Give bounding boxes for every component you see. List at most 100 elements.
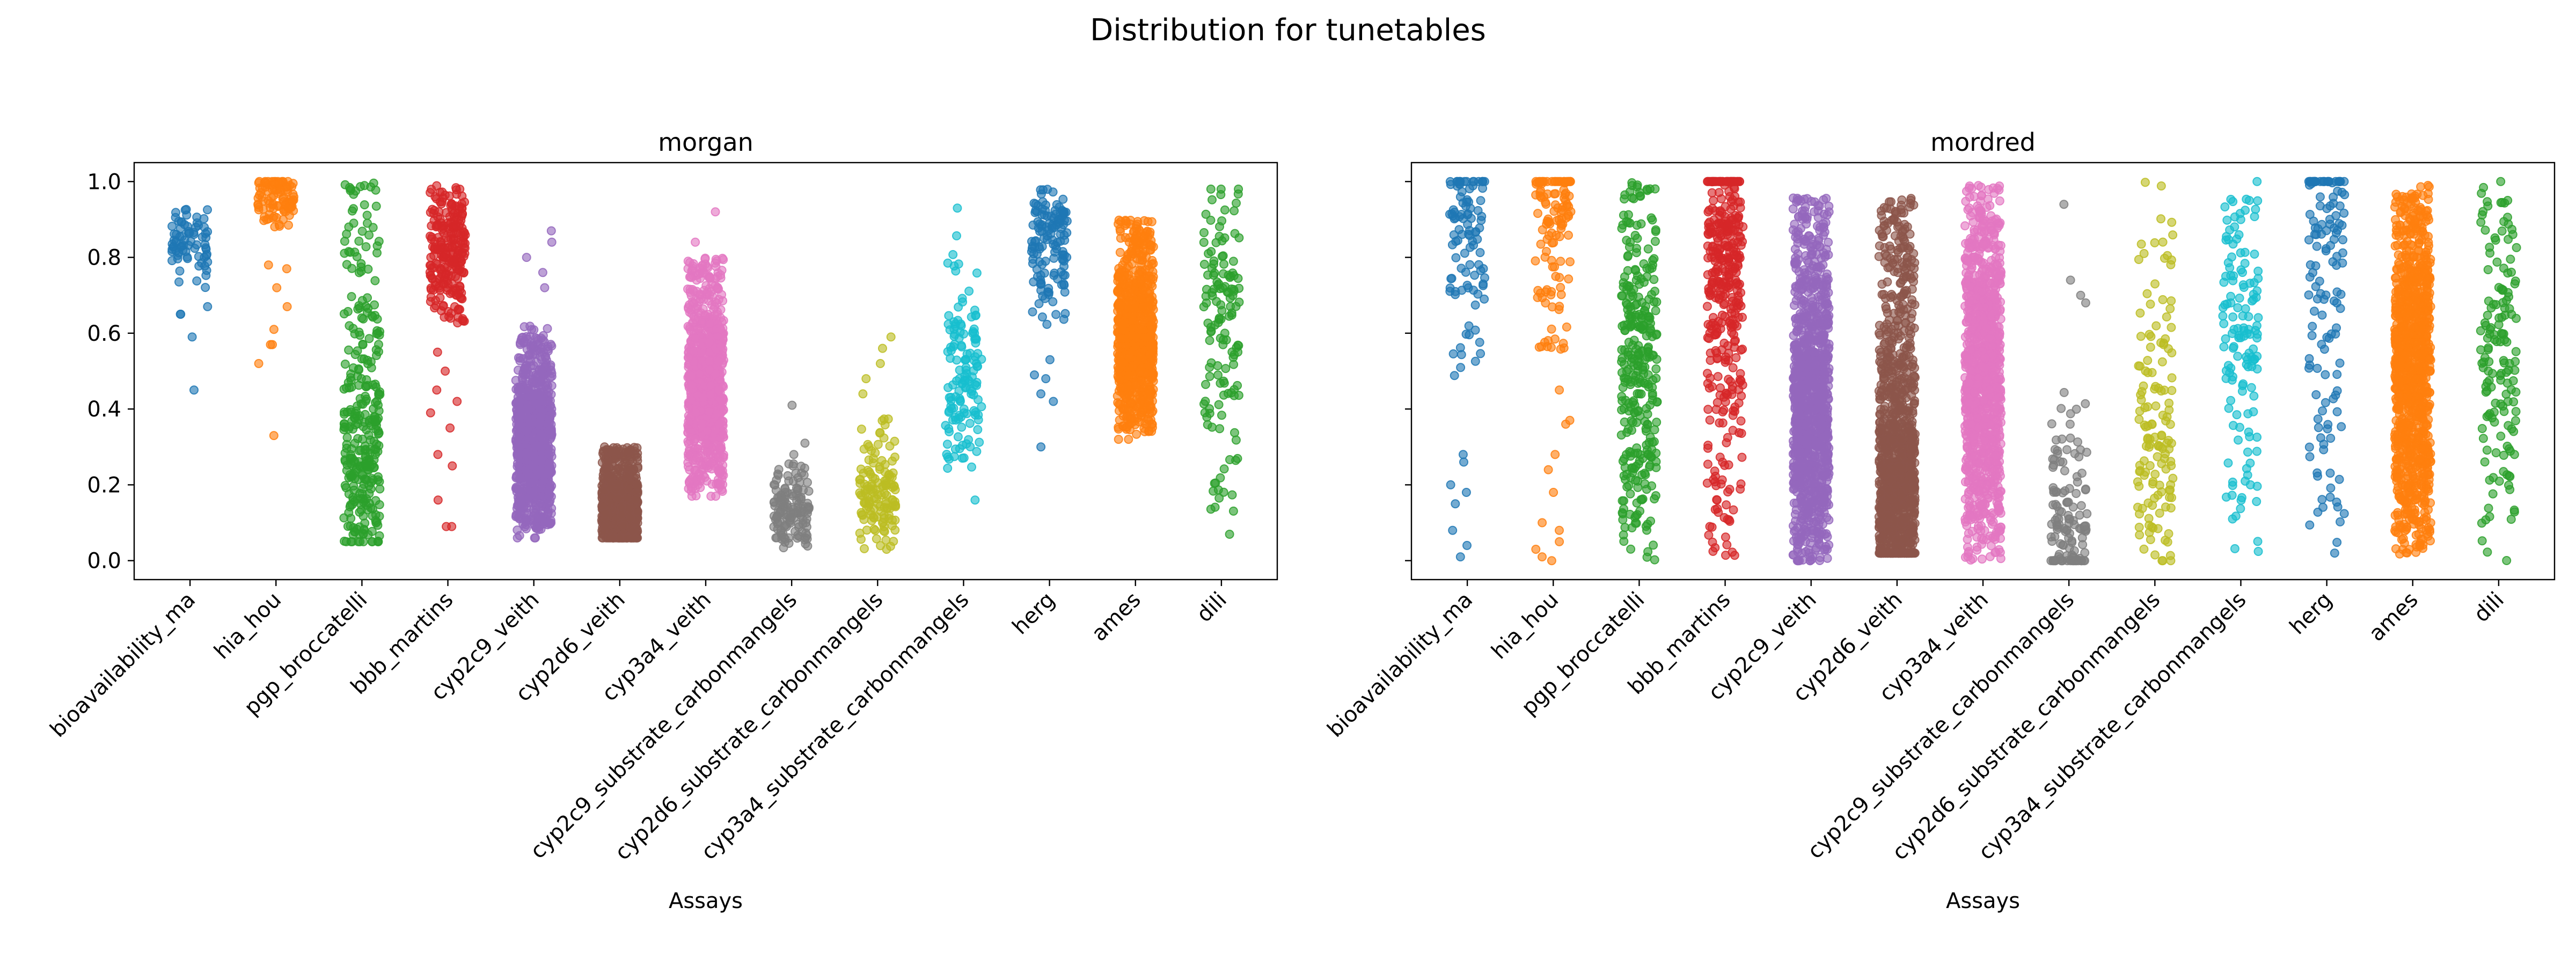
data-point (606, 482, 616, 492)
data-point (360, 200, 369, 210)
data-point (1115, 247, 1125, 257)
data-point (857, 425, 866, 434)
data-point (1127, 247, 1137, 257)
data-point (529, 508, 539, 518)
data-point (779, 533, 789, 542)
data-point (942, 440, 952, 449)
data-point (1199, 228, 1209, 237)
data-point (436, 199, 446, 209)
data-point (370, 379, 380, 389)
data-point (543, 324, 552, 333)
data-point (203, 302, 213, 311)
data-point (943, 464, 953, 473)
series-hia_hou (253, 177, 298, 441)
data-point (1059, 280, 1069, 290)
data-point (791, 469, 801, 478)
data-point (1137, 275, 1146, 285)
data-point (1120, 333, 1129, 343)
data-point (451, 272, 460, 281)
data-point (693, 325, 703, 334)
data-point (356, 267, 366, 276)
data-point (176, 310, 186, 319)
data-point (781, 510, 791, 519)
data-point (953, 203, 962, 213)
data-point (1059, 314, 1069, 324)
data-point (696, 474, 706, 484)
series-cyp2c9_veith (511, 226, 557, 543)
data-point (1059, 256, 1069, 266)
data-point (947, 346, 956, 355)
data-point (712, 408, 722, 418)
data-point (426, 208, 435, 217)
data-point (1050, 247, 1059, 257)
data-point (888, 456, 897, 466)
data-point (199, 214, 209, 223)
data-point (685, 475, 695, 485)
data-point (706, 380, 715, 390)
data-point (375, 484, 385, 494)
data-point (356, 259, 366, 268)
data-point (441, 367, 450, 376)
data-point (620, 453, 630, 463)
data-point (340, 537, 349, 546)
data-point (284, 221, 293, 230)
data-point (364, 430, 374, 440)
data-point (1049, 397, 1058, 406)
data-point (374, 389, 384, 398)
data-point (1116, 217, 1126, 226)
data-point (803, 478, 812, 487)
data-point (540, 283, 550, 292)
data-point (513, 382, 523, 392)
data-point (350, 247, 360, 257)
data-point (344, 222, 354, 232)
data-point (355, 331, 365, 340)
data-point (716, 341, 726, 351)
data-point (529, 460, 539, 470)
data-point (451, 201, 460, 211)
data-point (977, 402, 986, 412)
data-point (370, 300, 379, 310)
data-point (201, 283, 210, 292)
data-point (340, 455, 350, 465)
data-point (1044, 283, 1053, 293)
data-point (711, 492, 721, 501)
data-point (529, 342, 539, 352)
data-point (955, 444, 964, 453)
data-point (374, 428, 384, 438)
data-point (1037, 312, 1047, 322)
data-point (373, 521, 383, 530)
data-point (279, 215, 288, 224)
data-point (1136, 292, 1145, 302)
data-point (717, 396, 727, 406)
data-point (1121, 422, 1131, 432)
data-point (617, 510, 626, 519)
data-point (1147, 259, 1157, 269)
series-pgp_broccatelli (339, 178, 385, 546)
data-point (711, 425, 721, 435)
data-point (282, 264, 291, 274)
data-point (171, 213, 180, 222)
series-bioavailability_ma (167, 204, 213, 395)
data-point (371, 185, 380, 195)
data-point (975, 437, 984, 447)
data-point (1036, 189, 1046, 199)
data-point (1034, 242, 1044, 252)
data-point (855, 488, 865, 497)
data-point (622, 471, 632, 480)
data-point (957, 453, 967, 463)
data-point (194, 261, 204, 271)
data-point (1029, 249, 1038, 259)
data-point (535, 365, 544, 375)
data-point (522, 484, 532, 494)
series-bbb_martins (425, 181, 470, 531)
data-point (546, 226, 556, 236)
data-point (800, 463, 809, 473)
data-point (1119, 319, 1129, 329)
data-point (945, 393, 954, 402)
data-point (772, 511, 782, 521)
data-point (1143, 368, 1152, 377)
data-point (1122, 412, 1131, 422)
data-point (774, 465, 784, 474)
data-point (1041, 200, 1050, 210)
